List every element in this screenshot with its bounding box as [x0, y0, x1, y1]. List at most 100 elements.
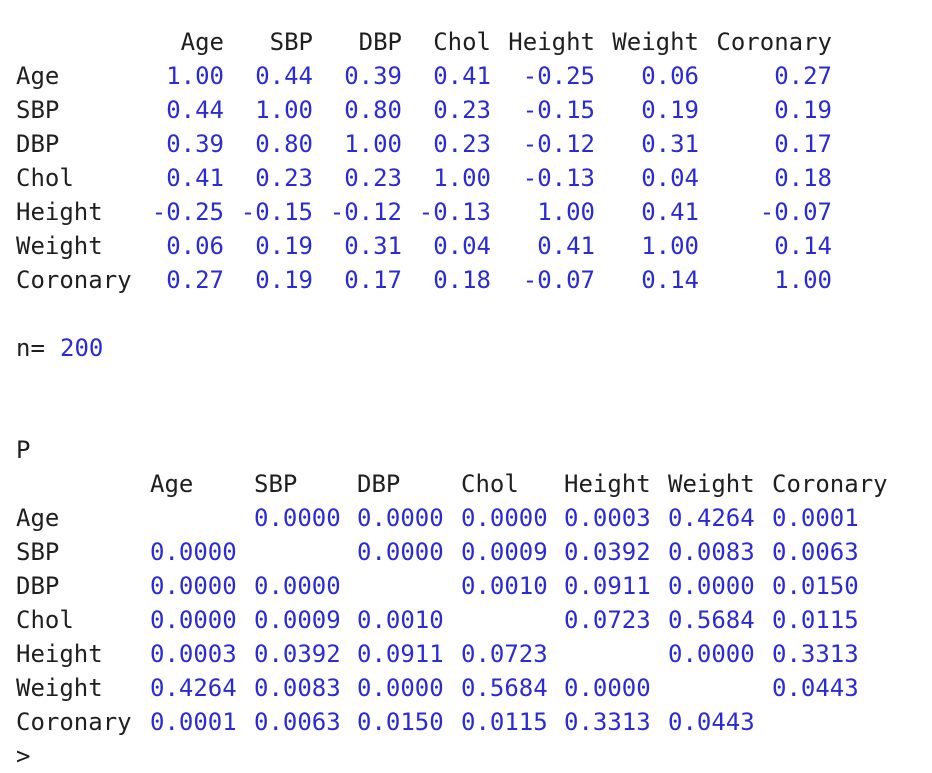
- pvalue: 0.0115: [461, 708, 548, 736]
- row-label: Age: [16, 62, 60, 90]
- correlation-row: Age 1.00 0.44 0.39 0.41 -0.25 0.06 0.27: [0, 59, 932, 93]
- correlation-value: 0.19: [774, 96, 832, 124]
- pvalue-col-header: Coronary: [772, 470, 888, 498]
- correlation-value: 1.00: [641, 232, 699, 260]
- pvalue: 0.5684: [461, 674, 548, 702]
- correlation-value: 0.23: [255, 164, 313, 192]
- correlation-value: 0.14: [641, 266, 699, 294]
- correlation-row: Height -0.25 -0.15 -0.12 -0.13 1.00 0.41…: [0, 195, 932, 229]
- correlation-value: 0.06: [641, 62, 699, 90]
- correlation-value: 0.31: [641, 130, 699, 158]
- sample-size-value: 200: [60, 334, 104, 362]
- correlation-value: 0.41: [433, 62, 491, 90]
- pvalue: 0.0000: [254, 504, 341, 532]
- correlation-value: 0.06: [166, 232, 224, 260]
- pvalue: 0.0010: [357, 606, 444, 634]
- correlation-col-header: Weight: [612, 28, 699, 56]
- correlation-value: 0.19: [255, 232, 313, 260]
- correlation-value: 1.00: [433, 164, 491, 192]
- correlation-value: 0.80: [344, 96, 402, 124]
- correlation-col-header: Coronary: [716, 28, 832, 56]
- pvalue: 0.0115: [772, 606, 859, 634]
- pvalue: 0.4264: [150, 674, 237, 702]
- correlation-value: -0.07: [522, 266, 595, 294]
- pvalue: 0.0723: [564, 606, 651, 634]
- pvalue-col-header: Chol: [461, 470, 519, 498]
- pvalue-col-header: Height: [564, 470, 651, 498]
- correlation-value: 0.44: [166, 96, 224, 124]
- pvalue: 0.0150: [772, 572, 859, 600]
- row-label: Chol: [16, 164, 74, 192]
- pvalue-col-header: Weight: [668, 470, 755, 498]
- pvalue-row: Age 0.0000 0.0000 0.0000 0.0003 0.4264 0…: [0, 501, 932, 535]
- console-input-line[interactable]: >: [0, 739, 932, 770]
- pvalue-title: P: [16, 436, 31, 464]
- sample-size-line: n= 200: [0, 331, 932, 365]
- correlation-value: -0.15: [240, 198, 313, 226]
- correlation-value: -0.15: [522, 96, 595, 124]
- correlation-value: 0.17: [774, 130, 832, 158]
- correlation-value: 1.00: [774, 266, 832, 294]
- pvalue: 0.0392: [254, 640, 341, 668]
- pvalue: 0.0000: [150, 538, 237, 566]
- row-label: Age: [16, 504, 60, 532]
- correlation-value: -0.12: [329, 198, 402, 226]
- correlation-header-row: Age SBP DBP Chol Height Weight Coronary: [0, 25, 932, 59]
- correlation-value: 1.00: [255, 96, 313, 124]
- pvalue: 0.0000: [150, 606, 237, 634]
- correlation-value: 0.18: [774, 164, 832, 192]
- pvalue: 0.4264: [668, 504, 755, 532]
- correlation-value: 0.31: [344, 232, 402, 260]
- pvalue: 0.0911: [564, 572, 651, 600]
- correlation-value: 1.00: [344, 130, 402, 158]
- row-label: Coronary: [16, 708, 132, 736]
- row-label: Coronary: [16, 266, 132, 294]
- pvalue: 0.0723: [461, 640, 548, 668]
- pvalue-row: Height 0.0003 0.0392 0.0911 0.0723 0.000…: [0, 637, 932, 671]
- correlation-value: 0.18: [433, 266, 491, 294]
- row-label: Weight: [16, 674, 103, 702]
- pvalue: 0.0000: [668, 640, 755, 668]
- correlation-value: 0.23: [344, 164, 402, 192]
- pvalue: 0.0000: [357, 538, 444, 566]
- pvalue: 0.0000: [564, 674, 651, 702]
- pvalue: 0.0000: [668, 572, 755, 600]
- pvalue-col-header: DBP: [357, 470, 401, 498]
- console-prompt: >: [16, 742, 31, 770]
- correlation-value: 0.39: [166, 130, 224, 158]
- pvalue: 0.0001: [772, 504, 859, 532]
- correlation-value: 0.80: [255, 130, 313, 158]
- correlation-value: 0.19: [641, 96, 699, 124]
- correlation-row: Weight 0.06 0.19 0.31 0.04 0.41 1.00 0.1…: [0, 229, 932, 263]
- pvalue: 0.0003: [564, 504, 651, 532]
- correlation-row: DBP 0.39 0.80 1.00 0.23 -0.12 0.31 0.17: [0, 127, 932, 161]
- pvalue-row: Coronary 0.0001 0.0063 0.0150 0.0115 0.3…: [0, 705, 932, 739]
- correlation-value: 0.14: [774, 232, 832, 260]
- pvalue-col-header: Age: [150, 470, 194, 498]
- correlation-row: SBP 0.44 1.00 0.80 0.23 -0.15 0.19 0.19: [0, 93, 932, 127]
- sample-size-label: n=: [16, 334, 45, 362]
- row-label: Chol: [16, 606, 74, 634]
- row-label: Height: [16, 198, 103, 226]
- pvalue: 0.0010: [461, 572, 548, 600]
- correlation-value: 0.27: [166, 266, 224, 294]
- pvalue: 0.0009: [461, 538, 548, 566]
- row-label: Weight: [16, 232, 103, 260]
- pvalue: 0.3313: [564, 708, 651, 736]
- row-label: DBP: [16, 130, 60, 158]
- correlation-row: Coronary 0.27 0.19 0.17 0.18 -0.07 0.14 …: [0, 263, 932, 297]
- correlation-value: -0.25: [151, 198, 224, 226]
- correlation-value: -0.25: [522, 62, 595, 90]
- pvalue: 0.0000: [357, 674, 444, 702]
- pvalue: 0.0000: [150, 572, 237, 600]
- correlation-value: 0.44: [255, 62, 313, 90]
- pvalue: 0.0392: [564, 538, 651, 566]
- correlation-value: 0.39: [344, 62, 402, 90]
- correlation-col-header: DBP: [358, 28, 402, 56]
- correlation-value: 0.04: [641, 164, 699, 192]
- pvalue: 0.0443: [668, 708, 755, 736]
- correlation-value: 0.41: [166, 164, 224, 192]
- correlation-value: 0.27: [774, 62, 832, 90]
- correlation-value: 1.00: [166, 62, 224, 90]
